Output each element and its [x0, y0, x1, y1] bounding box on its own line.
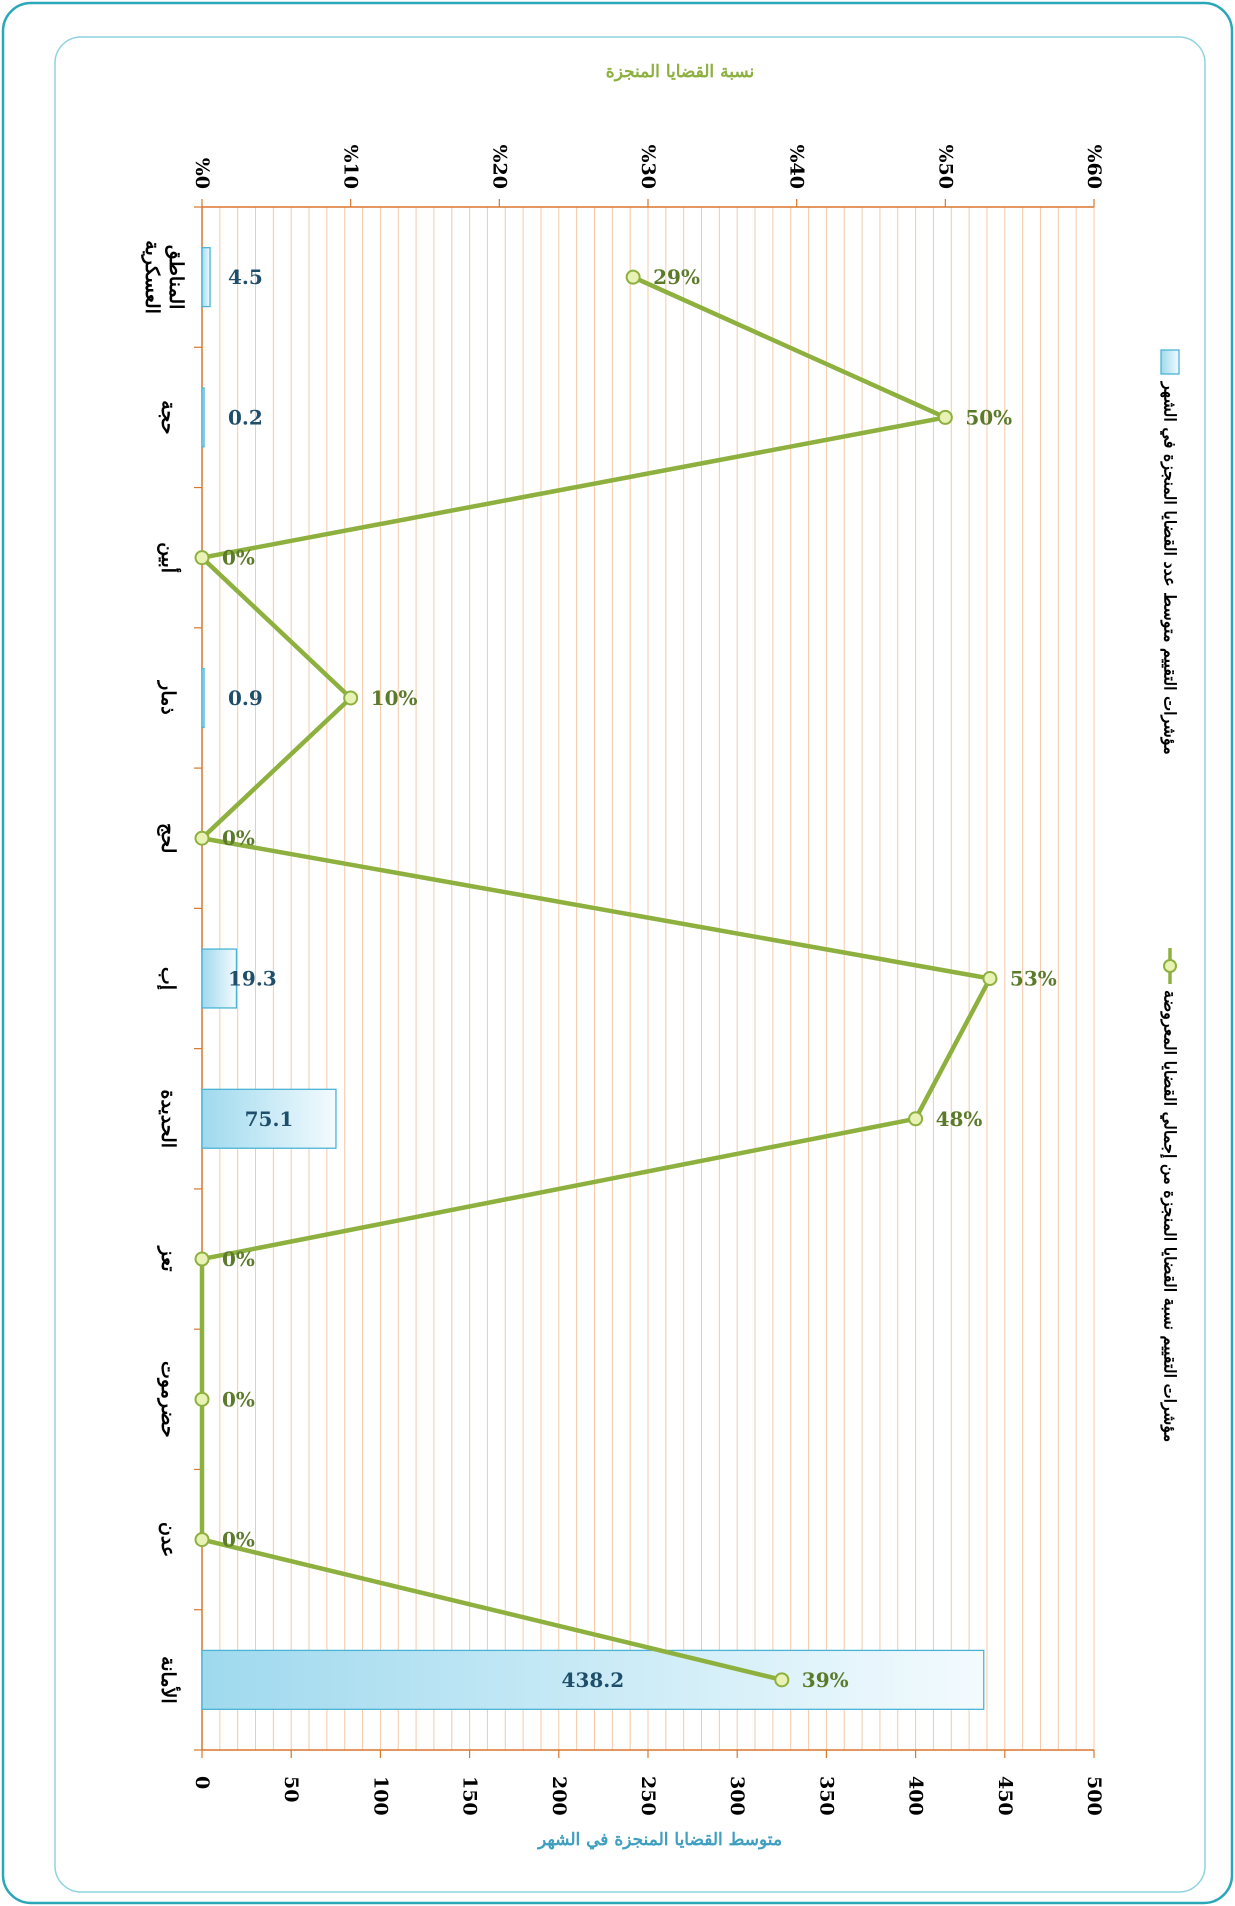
line-data-label: 53%: [1010, 967, 1057, 991]
bar-data-label: 4.5: [228, 265, 263, 289]
secondary-tick-label: %10: [340, 145, 362, 190]
category-label: تعز: [157, 1245, 179, 1272]
secondary-tick-label: %20: [488, 144, 510, 189]
category-label: حجة: [157, 400, 179, 434]
line-point: [194, 1251, 210, 1267]
primary-tick-label: 200: [548, 1776, 570, 1816]
bar: [201, 1649, 985, 1710]
line-point: [937, 409, 953, 425]
category-label: الحديدة: [157, 1090, 179, 1149]
primary-axis-title: متوسط القضايا المنجزة في الشهر: [536, 1830, 782, 1850]
line-point: [343, 690, 359, 706]
bar-data-label: 75.1: [245, 1107, 294, 1131]
line-data-label: 29%: [653, 265, 700, 289]
bar-data-label: 438.2: [562, 1668, 625, 1692]
legend-line-label: مؤشرات التقييم نسبة القضايا المنجزة من إ…: [1160, 990, 1180, 1442]
primary-tick-label: 400: [905, 1776, 927, 1816]
category-label: الأمانة: [157, 1656, 181, 1704]
line-point: [625, 269, 641, 285]
category-label: ذمار: [157, 679, 179, 715]
primary-tick-label: 250: [637, 1776, 659, 1816]
line-data-label: 0%: [222, 1528, 255, 1552]
line-data-label: 39%: [802, 1668, 849, 1692]
primary-tick-label: 150: [459, 1776, 481, 1816]
bar: [201, 667, 205, 729]
line-data-label: 0%: [222, 826, 255, 850]
bar-data-label: 0.9: [228, 686, 263, 710]
bar-data-label: 0.2: [228, 405, 263, 429]
line-data-label: 50%: [965, 405, 1012, 429]
secondary-tick-label: %0: [191, 158, 213, 189]
primary-tick-label: 500: [1083, 1776, 1105, 1816]
line-point: [194, 1391, 210, 1407]
bar: [201, 387, 205, 448]
legend-bar-swatch: [1160, 349, 1180, 375]
category-label: المناطق: [165, 245, 187, 310]
line-point: [194, 830, 210, 846]
line-series: [199, 275, 993, 1683]
primary-tick-label: 450: [994, 1776, 1016, 1816]
category-label: عدن: [157, 1522, 179, 1557]
line-data-label: 0%: [222, 546, 255, 570]
line-data-label: 0%: [222, 1247, 255, 1271]
secondary-axis-title: نسبة القضايا المنجزة: [606, 62, 754, 82]
category-label: أبين: [157, 542, 182, 573]
bar-data-label: 19.3: [228, 967, 277, 991]
line-point: [908, 1111, 924, 1127]
secondary-tick-label: %40: [786, 145, 808, 190]
category-label: لحج: [157, 823, 179, 853]
line-point: [194, 550, 210, 566]
secondary-tick-label: %50: [934, 145, 956, 190]
category-label: إب: [156, 967, 179, 990]
primary-tick-label: 100: [369, 1776, 391, 1816]
secondary-tick-label: %60: [1083, 145, 1105, 190]
secondary-tick-label: %30: [637, 145, 659, 190]
category-label: العسكرية: [141, 240, 163, 314]
line-data-label: 0%: [222, 1387, 255, 1411]
line-point: [194, 1532, 210, 1548]
bar: [201, 948, 238, 1009]
line-point: [982, 971, 998, 986]
line-data-label: 10%: [371, 686, 418, 710]
bar: [201, 247, 211, 308]
category-label: حضرموت: [157, 1361, 179, 1438]
bar: [201, 1088, 337, 1149]
legend-line-marker: [1163, 959, 1177, 973]
legend-bar-label: مؤشرات التقييم متوسط عدد القضايا المنجزة…: [1160, 381, 1180, 755]
line-point: [774, 1672, 790, 1688]
primary-tick-label: 50: [280, 1776, 302, 1802]
primary-tick-label: 300: [726, 1776, 748, 1816]
line-data-label: 48%: [936, 1107, 983, 1131]
primary-tick-label: 350: [815, 1776, 837, 1816]
primary-tick-label: 0: [191, 1776, 213, 1789]
